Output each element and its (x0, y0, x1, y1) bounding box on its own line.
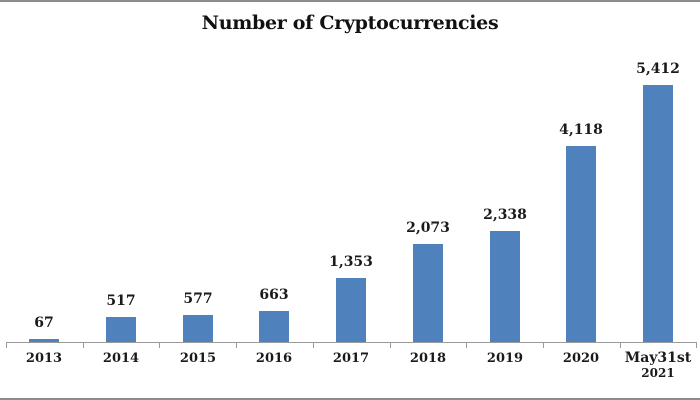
category-label: 2014 (102, 351, 140, 366)
data-label: 2,073 (406, 220, 450, 236)
data-label: 1,353 (329, 254, 373, 270)
frame-bottom-border (0, 398, 700, 400)
x-axis-tick (313, 342, 314, 348)
x-axis-tick (620, 342, 621, 348)
category-label: 2020 (562, 351, 600, 366)
category-label: 2017 (332, 351, 370, 366)
x-axis-tick (543, 342, 544, 348)
bar-2014 (106, 317, 136, 342)
bar-may31st-2021 (643, 85, 673, 342)
bar-2019 (490, 231, 520, 342)
data-label: 663 (259, 287, 289, 303)
data-label: 67 (34, 315, 54, 331)
x-axis-tick (6, 342, 7, 348)
x-axis-line (6, 342, 696, 343)
bar-2020 (566, 146, 596, 342)
frame-top-border (0, 0, 700, 2)
category-label: 2015 (179, 351, 217, 366)
chart-title: Number of Cryptocurrencies (201, 12, 499, 34)
category-label: 2018 (409, 351, 447, 366)
bar-2017 (336, 278, 366, 342)
category-label: May31st 2021 (624, 350, 692, 381)
bar-2016 (259, 311, 289, 342)
bar-2013 (29, 339, 59, 342)
category-label: 2019 (486, 351, 524, 366)
category-label: 2016 (255, 351, 293, 366)
x-axis-tick (466, 342, 467, 348)
x-axis-tick (236, 342, 237, 348)
data-label: 4,118 (559, 122, 603, 138)
data-label: 5,412 (636, 61, 680, 77)
x-axis-tick (390, 342, 391, 348)
x-axis-tick (696, 342, 697, 348)
bar-2015 (183, 315, 213, 342)
bar-2018 (413, 244, 443, 342)
category-label: 2013 (25, 351, 63, 366)
x-axis-tick (159, 342, 160, 348)
data-label: 517 (106, 293, 136, 309)
x-axis-tick (83, 342, 84, 348)
data-label: 2,338 (483, 207, 527, 223)
data-label: 577 (183, 291, 213, 307)
